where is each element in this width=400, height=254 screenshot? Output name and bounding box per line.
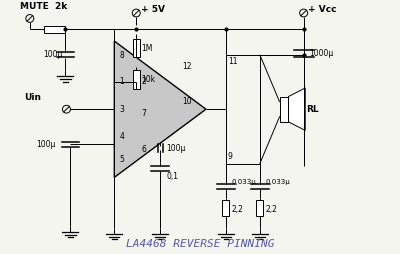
Text: 10k: 10k [142,75,156,84]
Bar [280,97,288,122]
Text: 100μ: 100μ [36,140,56,149]
Text: RL: RL [306,105,319,114]
Bar [222,200,230,216]
Text: 11: 11 [228,57,238,66]
Text: 100μ: 100μ [44,50,63,59]
Text: 2: 2 [141,77,146,86]
Text: 1M: 1M [142,43,153,53]
Text: 0,033μ: 0,033μ [232,179,257,185]
Text: 3: 3 [120,105,124,114]
Text: 0,033μ: 0,033μ [266,179,290,185]
Bar [44,26,66,33]
Text: 9: 9 [228,152,233,161]
Text: 1: 1 [120,77,124,86]
Text: 7: 7 [141,109,146,118]
Text: 10: 10 [182,97,192,106]
Polygon shape [114,41,206,177]
Text: 12: 12 [182,62,192,71]
Text: LA4468 REVERSE PINNING: LA4468 REVERSE PINNING [126,239,274,249]
Text: 0,1: 0,1 [166,172,178,181]
Text: 6: 6 [141,145,146,154]
Text: + Vcc: + Vcc [308,5,337,14]
Text: 2,2: 2,2 [232,205,244,214]
Bar [133,70,140,89]
Text: 1000μ: 1000μ [310,49,334,58]
Text: 2,2: 2,2 [266,205,278,214]
Text: Uin: Uin [25,93,42,102]
Text: 4: 4 [120,132,124,141]
Text: 100μ: 100μ [166,144,186,153]
Bar [256,200,263,216]
Polygon shape [288,88,305,131]
Text: 8: 8 [120,51,124,60]
Text: 5: 5 [120,155,124,164]
Text: + 5V: + 5V [141,5,165,14]
Text: MUTE  2k: MUTE 2k [20,2,67,11]
Bar [133,39,140,57]
